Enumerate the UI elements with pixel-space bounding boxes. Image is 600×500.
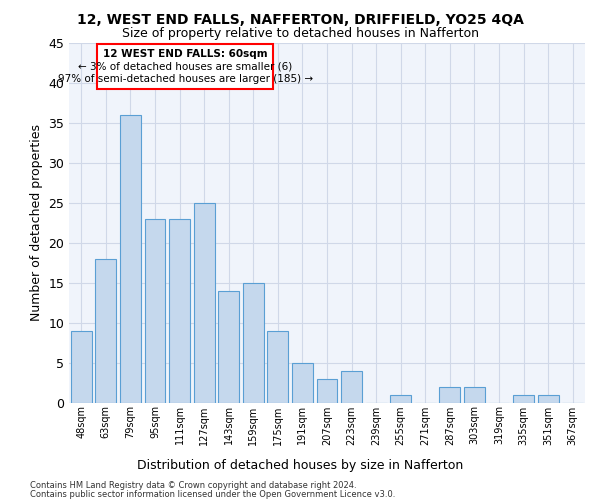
Bar xyxy=(341,370,362,402)
Y-axis label: Number of detached properties: Number of detached properties xyxy=(30,124,43,321)
Bar xyxy=(538,394,559,402)
FancyBboxPatch shape xyxy=(97,44,273,89)
Bar xyxy=(218,290,239,403)
Text: Distribution of detached houses by size in Nafferton: Distribution of detached houses by size … xyxy=(137,458,463,471)
Text: 12, WEST END FALLS, NAFFERTON, DRIFFIELD, YO25 4QA: 12, WEST END FALLS, NAFFERTON, DRIFFIELD… xyxy=(77,12,523,26)
Bar xyxy=(71,330,92,402)
Bar xyxy=(513,394,534,402)
Bar xyxy=(169,218,190,402)
Text: ← 3% of detached houses are smaller (6): ← 3% of detached houses are smaller (6) xyxy=(78,62,292,72)
Text: 12 WEST END FALLS: 60sqm: 12 WEST END FALLS: 60sqm xyxy=(103,48,268,58)
Bar xyxy=(95,258,116,402)
Bar xyxy=(120,114,141,403)
Bar xyxy=(464,386,485,402)
Bar xyxy=(194,202,215,402)
Bar xyxy=(145,218,166,402)
Bar xyxy=(243,282,264,403)
Bar xyxy=(268,330,289,402)
Bar xyxy=(292,362,313,403)
Text: Contains HM Land Registry data © Crown copyright and database right 2024.: Contains HM Land Registry data © Crown c… xyxy=(30,481,356,490)
Bar xyxy=(439,386,460,402)
Bar xyxy=(390,394,411,402)
Bar xyxy=(317,378,337,402)
Text: 97% of semi-detached houses are larger (185) →: 97% of semi-detached houses are larger (… xyxy=(58,74,313,85)
Text: Size of property relative to detached houses in Nafferton: Size of property relative to detached ho… xyxy=(121,28,479,40)
Text: Contains public sector information licensed under the Open Government Licence v3: Contains public sector information licen… xyxy=(30,490,395,499)
